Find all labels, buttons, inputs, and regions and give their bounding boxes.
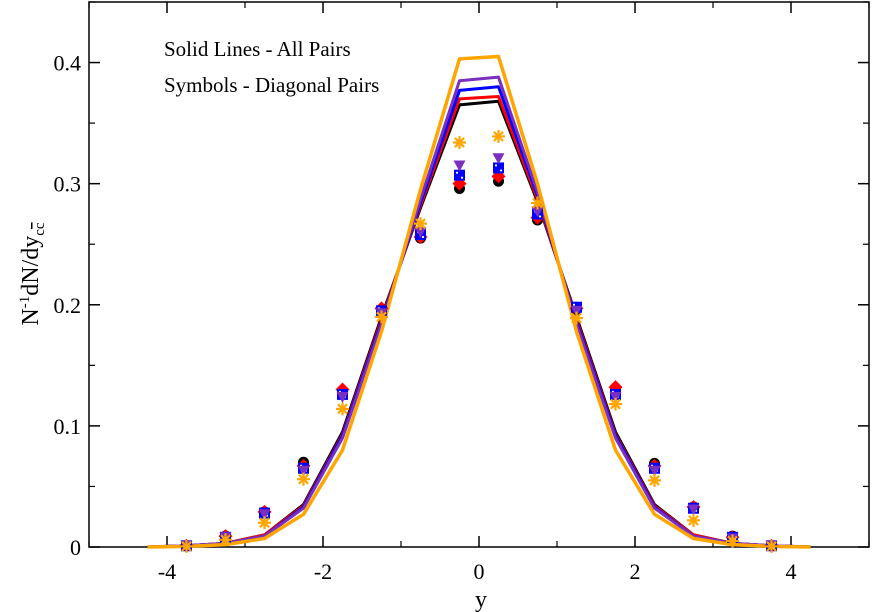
marker-triangle <box>570 305 583 317</box>
symbol-series-5 <box>180 129 778 553</box>
series-line-5 <box>147 54 811 549</box>
marker-square <box>493 162 504 174</box>
series-lines <box>147 54 811 549</box>
series-line-4 <box>147 75 811 549</box>
marker-star <box>258 516 271 530</box>
marker-star <box>219 533 232 547</box>
marker-triangle <box>609 391 622 403</box>
marker-square-dot <box>499 169 503 172</box>
series-line-3 <box>147 85 811 549</box>
marker-star <box>180 539 193 553</box>
marker-triangle <box>648 465 661 477</box>
symbol-series-3 <box>181 162 777 552</box>
marker-triangle <box>414 227 427 239</box>
marker-star <box>765 539 778 553</box>
y-axis-title-sub-bar: c <box>32 222 48 229</box>
marker-triangle <box>336 391 349 403</box>
y-tick-label: 0.4 <box>54 51 82 76</box>
x-tick-label: 2 <box>630 559 641 584</box>
y-axis-title-sup: -1 <box>17 296 33 309</box>
marker-triangle <box>531 206 544 218</box>
y-axis-title-n: N <box>18 308 44 325</box>
marker-star <box>336 402 349 416</box>
symbol-series-2 <box>179 169 779 553</box>
marker-star <box>492 129 505 143</box>
marker-square-dot <box>460 176 464 179</box>
marker-star <box>297 472 310 486</box>
marker-triangle <box>258 509 271 521</box>
marker-star <box>531 196 544 210</box>
marker-star <box>726 534 739 548</box>
marker-star <box>687 513 700 527</box>
annotation-diagonal-pairs: Symbols - Diagonal Pairs <box>164 73 379 97</box>
axis-ticks <box>88 1 870 548</box>
y-axis-title-sub: c <box>32 229 48 236</box>
y-axis-title: N-1dN/dycc <box>17 222 48 326</box>
x-axis-title: y <box>475 587 487 612</box>
marker-star <box>375 310 388 324</box>
series-line-1 <box>147 99 811 549</box>
marker-triangle <box>687 504 700 516</box>
marker-star <box>414 217 427 231</box>
x-tick-label: 4 <box>786 559 797 584</box>
marker-square <box>454 169 465 181</box>
marker-star <box>648 473 661 487</box>
marker-square-dot <box>421 235 425 239</box>
marker-square-dot <box>572 303 576 306</box>
marker-square-dot <box>455 171 459 174</box>
x-tick-labels: -4 -2 0 2 4 <box>158 559 797 584</box>
marker-star <box>570 311 583 325</box>
x-tick-label: -4 <box>158 559 176 584</box>
marker-square-dot <box>494 164 498 167</box>
marker-triangle <box>297 465 310 477</box>
marker-triangle <box>453 160 466 172</box>
x-tick-label: 0 <box>474 559 485 584</box>
marker-square-dot <box>538 215 542 218</box>
y-tick-label: 0.2 <box>54 293 82 318</box>
symbol-series-1 <box>181 175 777 552</box>
x-tick-label: -2 <box>314 559 332 584</box>
y-axis-title-mid: dN/dy <box>18 236 44 296</box>
marker-triangle <box>492 153 505 165</box>
y-tick-label: 0 <box>70 535 81 560</box>
series-line-2 <box>147 95 811 549</box>
marker-star <box>609 397 622 411</box>
marker-star <box>453 135 466 149</box>
series-symbols <box>179 129 779 553</box>
annotation-all-pairs: Solid Lines - All Pairs <box>164 37 351 61</box>
symbol-series-4 <box>180 153 778 552</box>
y-tick-label: 0.1 <box>54 414 82 439</box>
y-tick-labels: 0 0.1 0.2 0.3 0.4 <box>54 51 82 560</box>
y-tick-label: 0.3 <box>54 172 82 197</box>
svg-text:N-1dN/dycc: N-1dN/dycc <box>17 222 48 326</box>
